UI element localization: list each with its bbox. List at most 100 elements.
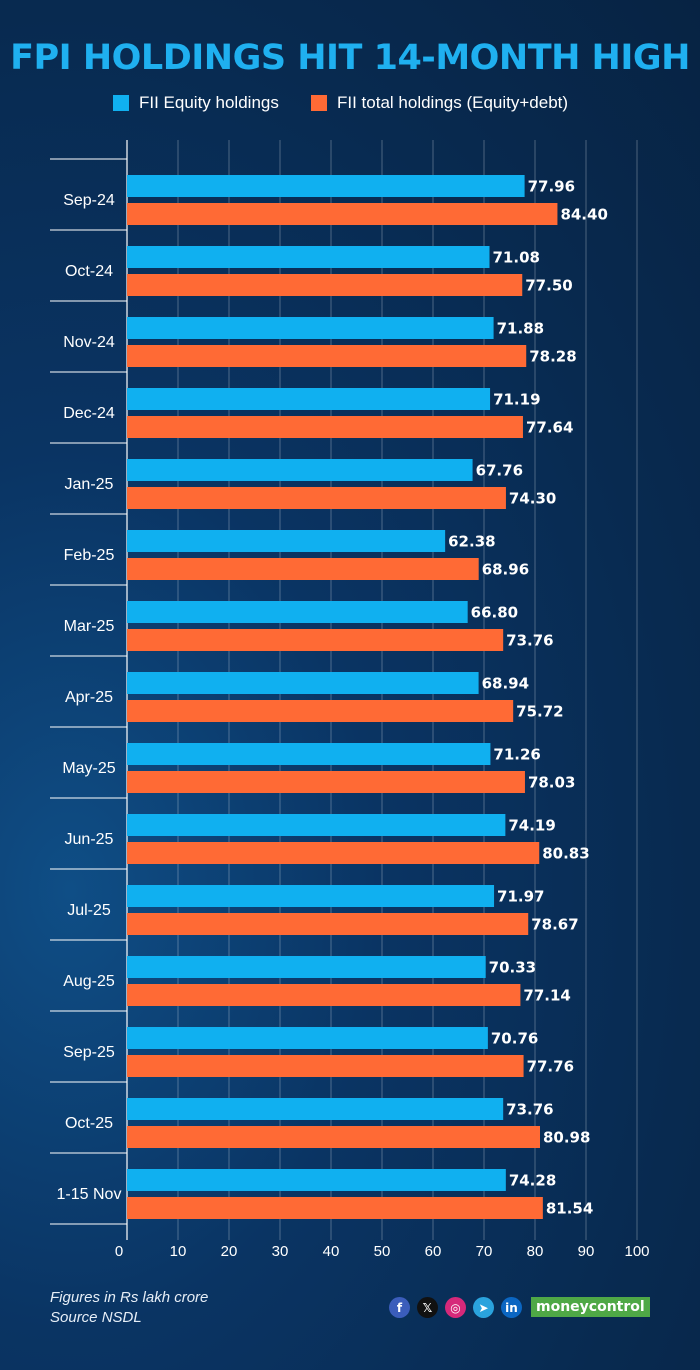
bar-total xyxy=(127,842,540,864)
bar-total xyxy=(127,558,479,580)
legend-label-equity: FII Equity holdings xyxy=(139,93,279,112)
bar-total xyxy=(127,274,523,296)
category-label: May-25 xyxy=(62,760,115,777)
x-tick-label: 90 xyxy=(578,1243,595,1260)
facebook-icon[interactable]: f xyxy=(389,1297,410,1318)
data-label-total: 78.28 xyxy=(529,348,576,366)
brand-logo: moneycontrol xyxy=(531,1297,650,1317)
bar-equity xyxy=(127,601,468,623)
bar-equity xyxy=(127,459,473,481)
category-label: Nov-24 xyxy=(63,334,115,351)
bar-equity xyxy=(127,956,486,978)
category-label: Feb-25 xyxy=(64,547,115,564)
legend-swatch-equity xyxy=(113,95,129,111)
linkedin-icon[interactable]: in xyxy=(501,1297,522,1318)
x-tick-label: 30 xyxy=(272,1243,289,1260)
data-label-equity: 66.80 xyxy=(471,604,518,622)
x-tick-label: 60 xyxy=(425,1243,442,1260)
data-label-equity: 70.76 xyxy=(491,1030,538,1048)
legend-swatch-total xyxy=(311,95,327,111)
data-label-equity: 71.19 xyxy=(493,391,540,409)
chart-title: FPI HOLDINGS HIT 14-MONTH HIGH xyxy=(10,38,690,78)
category-label: Jun-25 xyxy=(65,831,114,848)
source-note: Source NSDL xyxy=(50,1309,142,1326)
bar-total xyxy=(127,345,527,367)
data-label-total: 77.64 xyxy=(526,419,573,437)
bar-total xyxy=(127,771,525,793)
data-label-equity: 73.76 xyxy=(506,1101,553,1119)
bar-equity xyxy=(127,814,506,836)
bar-equity xyxy=(127,175,525,197)
legend-label-total: FII total holdings (Equity+debt) xyxy=(337,93,569,112)
bar-equity xyxy=(127,317,494,339)
data-label-total: 77.14 xyxy=(523,987,570,1005)
bar-total xyxy=(127,629,504,651)
data-label-equity: 71.88 xyxy=(497,320,544,338)
x-tick-label: 70 xyxy=(476,1243,493,1260)
data-label-equity: 74.28 xyxy=(509,1172,556,1190)
telegram-icon[interactable]: ➤ xyxy=(473,1297,494,1318)
bar-equity xyxy=(127,388,491,410)
category-label: Sep-25 xyxy=(63,1044,115,1061)
bar-total xyxy=(127,1126,540,1148)
x-tick-label: 80 xyxy=(527,1243,544,1260)
x-icon[interactable]: 𝕏 xyxy=(417,1297,438,1318)
category-label: Sep-24 xyxy=(63,192,115,209)
bar-equity xyxy=(127,1098,504,1120)
bar-equity xyxy=(127,530,446,552)
data-label-total: 73.76 xyxy=(506,632,553,650)
bar-total xyxy=(127,984,521,1006)
data-label-total: 81.54 xyxy=(546,1200,593,1218)
x-tick-label: 40 xyxy=(323,1243,340,1260)
x-tick-label: 0 xyxy=(115,1243,123,1260)
bar-equity xyxy=(127,1027,488,1049)
data-label-equity: 71.97 xyxy=(497,888,544,906)
x-tick-label: 10 xyxy=(170,1243,187,1260)
category-label: Jan-25 xyxy=(65,476,114,493)
data-label-equity: 67.76 xyxy=(476,462,523,480)
data-label-total: 68.96 xyxy=(482,561,529,579)
data-label-equity: 71.26 xyxy=(493,746,540,764)
social-links: f 𝕏 ◎ ➤ in xyxy=(389,1297,529,1318)
bar-equity xyxy=(127,246,490,268)
data-label-total: 80.98 xyxy=(543,1129,590,1147)
data-label-total: 75.72 xyxy=(516,703,563,721)
x-tick-label: 50 xyxy=(374,1243,391,1260)
bar-total xyxy=(127,203,558,225)
instagram-icon[interactable]: ◎ xyxy=(445,1297,466,1318)
data-label-equity: 77.96 xyxy=(528,178,575,196)
bar-total xyxy=(127,1055,524,1077)
data-label-equity: 68.94 xyxy=(482,675,529,693)
legend-item-total: FII total holdings (Equity+debt) xyxy=(311,93,568,113)
bar-total xyxy=(127,416,523,438)
data-label-total: 84.40 xyxy=(560,206,607,224)
data-label-equity: 70.33 xyxy=(489,959,536,977)
data-label-total: 80.83 xyxy=(542,845,589,863)
bar-total xyxy=(127,487,506,509)
category-label: Aug-25 xyxy=(63,973,115,990)
bar-equity xyxy=(127,743,491,765)
category-label: Dec-24 xyxy=(63,405,115,422)
category-label: Jul-25 xyxy=(67,902,111,919)
data-label-total: 74.30 xyxy=(509,490,556,508)
data-label-total: 77.76 xyxy=(527,1058,574,1076)
x-tick-label: 20 xyxy=(221,1243,238,1260)
bar-total xyxy=(127,700,514,722)
category-label: Apr-25 xyxy=(65,689,113,706)
legend: FII Equity holdings FII total holdings (… xyxy=(0,93,700,117)
data-label-total: 77.50 xyxy=(525,277,572,295)
bar-total xyxy=(127,913,529,935)
category-label: 1-15 Nov xyxy=(57,1186,122,1203)
units-note: Figures in Rs lakh crore xyxy=(50,1289,209,1306)
legend-item-equity: FII Equity holdings xyxy=(113,93,279,113)
data-label-total: 78.03 xyxy=(528,774,575,792)
category-label: Oct-24 xyxy=(65,263,113,280)
bar-equity xyxy=(127,672,479,694)
x-tick-label: 100 xyxy=(624,1243,649,1260)
bar-chart: 77.96 84.40 Sep-24 71.08 77.50 Oct-24 71.88 78.… xyxy=(57,175,649,1260)
data-label-total: 78.67 xyxy=(531,916,578,934)
bar-total xyxy=(127,1197,543,1219)
bar-equity xyxy=(127,1169,506,1191)
category-label: Oct-25 xyxy=(65,1115,113,1132)
data-label-equity: 71.08 xyxy=(493,249,540,267)
